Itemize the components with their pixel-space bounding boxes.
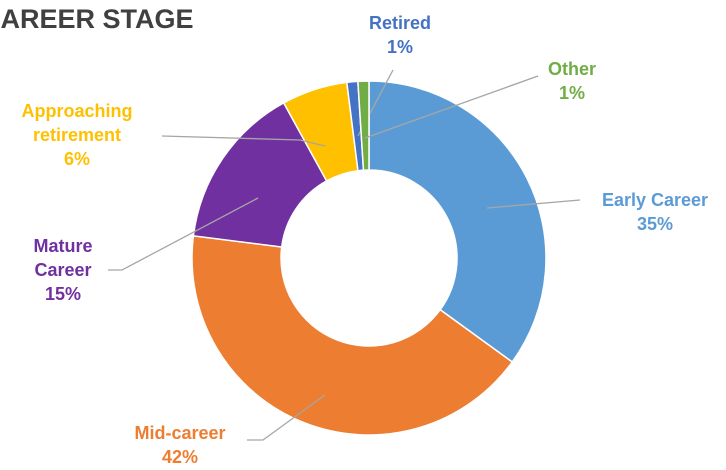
category-label: Mature Career	[33, 236, 93, 280]
leader-line	[364, 75, 539, 139]
data-label: Other 1%	[532, 57, 612, 105]
leader-line	[247, 394, 326, 441]
chart-title: CAREER STAGE	[0, 4, 194, 34]
leader-line	[486, 199, 581, 209]
value-label: 1%	[386, 37, 413, 57]
value-label: 6%	[63, 149, 90, 169]
category-label: Early Career	[601, 190, 709, 210]
category-label: Retired	[368, 13, 431, 33]
category-label: Approaching retirement	[21, 101, 133, 145]
data-label: Mature Career 15%	[18, 234, 108, 306]
slice	[368, 80, 547, 364]
value-label: 42%	[161, 447, 199, 467]
data-label: Mid-career 42%	[105, 421, 255, 469]
category-label: Other	[547, 59, 596, 79]
leader-line	[108, 197, 259, 271]
data-label: Retired 1%	[360, 11, 440, 59]
slice	[191, 234, 514, 436]
value-label: 15%	[44, 284, 82, 304]
data-label: Approaching retirement 6%	[2, 99, 152, 171]
data-label: Early Career 35%	[580, 188, 726, 236]
slice	[357, 80, 370, 171]
leader-line	[161, 135, 326, 147]
value-label: 35%	[636, 214, 674, 234]
slice	[192, 101, 328, 248]
value-label: 1%	[558, 83, 585, 103]
category-label: Mid-career	[134, 423, 226, 443]
